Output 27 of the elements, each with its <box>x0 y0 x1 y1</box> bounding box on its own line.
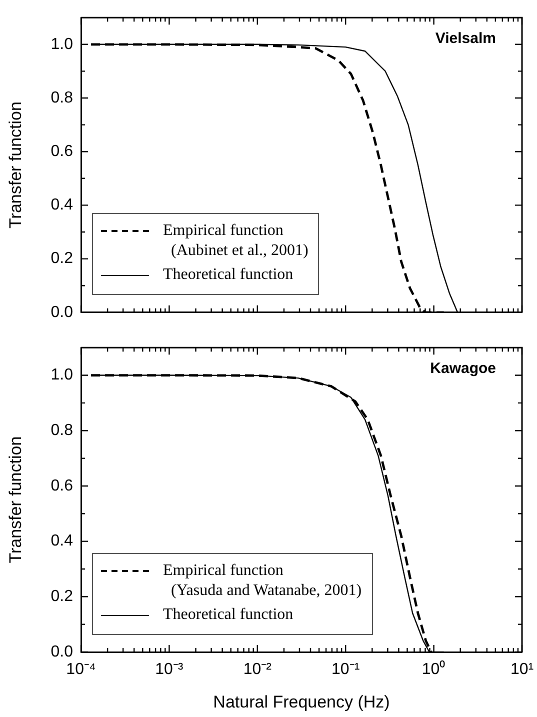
annotation: Vielsalm <box>435 30 496 48</box>
x-tick-label: 10¹ <box>510 661 534 678</box>
x-tick-label: 10⁻⁴ <box>66 661 96 678</box>
y-tick-label: 0.8 <box>50 422 74 440</box>
x-tick-label: 10⁻¹ <box>332 661 360 678</box>
y-tick-label: 0.4 <box>50 196 74 214</box>
y-tick-label: 0.8 <box>50 89 74 106</box>
y-tick-label: 1.0 <box>50 36 74 53</box>
x-axis-title: Natural Frequency (Hz) <box>213 692 390 712</box>
x-tick-label: 10⁻³ <box>155 661 184 678</box>
annotation: Kawagoe <box>430 360 496 378</box>
legend-label: Empirical function (Yasuda and Watanabe, 2001) <box>162 562 362 600</box>
y-tick-label: 0.6 <box>50 477 74 494</box>
x-tick-label: 10⁰ <box>422 660 446 678</box>
y-tick-label: 0.6 <box>50 143 74 160</box>
y-axis-title: Transfer function <box>6 436 25 564</box>
y-axis-title: Transfer function <box>6 102 25 228</box>
y-tick-label: 0.0 <box>50 643 74 660</box>
y-tick-label: 0.2 <box>50 250 74 268</box>
y-tick-label: 1.0 <box>50 366 74 384</box>
y-tick-label: 0.0 <box>50 304 74 321</box>
legend-label: Empirical function (Aubinet et al., 2001) <box>162 222 308 260</box>
y-tick-label: 0.4 <box>50 532 74 550</box>
x-tick-label: 10⁻² <box>243 661 272 678</box>
legend-label: Theoretical function <box>163 606 294 624</box>
y-tick-label: 0.2 <box>50 588 74 606</box>
legend-label: Theoretical function <box>163 266 294 284</box>
